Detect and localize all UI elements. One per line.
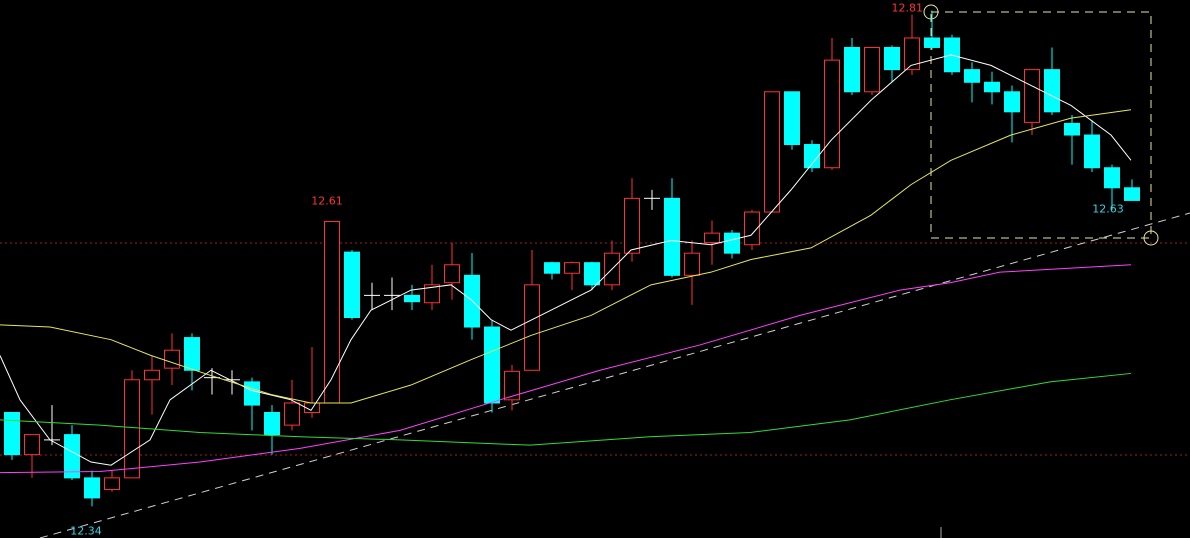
candle-body (1064, 122, 1080, 136)
price-label: 12.34 (70, 524, 102, 537)
candle-body (144, 369, 160, 381)
anchor-point (923, 4, 939, 20)
candle-body (504, 370, 520, 401)
moving-average (0, 372, 1132, 446)
candle-body (744, 211, 760, 246)
candle-body (1104, 167, 1120, 189)
price-label: 12.61 (311, 195, 343, 208)
candle-body (184, 337, 200, 371)
candle-body (264, 411, 280, 436)
candle-body (904, 37, 920, 71)
candle-body (404, 294, 420, 303)
trend-line (39, 212, 1190, 538)
candle-body (584, 262, 600, 286)
candle-body (24, 434, 40, 456)
candle-body (1004, 91, 1020, 113)
candle-body (684, 252, 700, 276)
candle-body (84, 477, 100, 499)
candle-body (284, 402, 300, 426)
price-label: 12.81 (892, 2, 924, 15)
candle-body (664, 197, 680, 276)
candle-body (124, 379, 140, 479)
candle-body (484, 326, 500, 404)
candle-body (844, 46, 860, 93)
candle-body (1084, 134, 1100, 169)
candle-body (704, 232, 720, 244)
anchor-point (1143, 230, 1159, 246)
candle-body (244, 381, 260, 406)
moving-average (0, 264, 1132, 474)
candle-body (624, 197, 640, 254)
candle-body (764, 91, 780, 213)
candle-body (524, 284, 540, 371)
candle-body (1024, 69, 1040, 123)
candle-body (1124, 187, 1140, 201)
candle-body (104, 477, 120, 490)
candle-body (804, 144, 820, 169)
candle-body (444, 264, 460, 284)
candle-body (884, 46, 900, 71)
moving-average (0, 54, 1132, 466)
candle-body (344, 251, 360, 319)
candle-body (424, 284, 440, 304)
candle-body (564, 262, 580, 274)
candle-body (784, 91, 800, 146)
candle-body (324, 221, 340, 404)
candle-body (824, 59, 840, 169)
candle-body (544, 262, 560, 274)
candle-body (984, 81, 1000, 93)
candle-body (724, 232, 740, 254)
price-label: 12.63 (1092, 202, 1124, 215)
candle-body (924, 37, 940, 48)
candle-body (4, 411, 20, 456)
candle-body (1044, 69, 1060, 113)
candle-body (964, 69, 980, 83)
candle-body (864, 46, 880, 93)
candle-body (164, 349, 180, 369)
moving-average (0, 109, 1132, 404)
